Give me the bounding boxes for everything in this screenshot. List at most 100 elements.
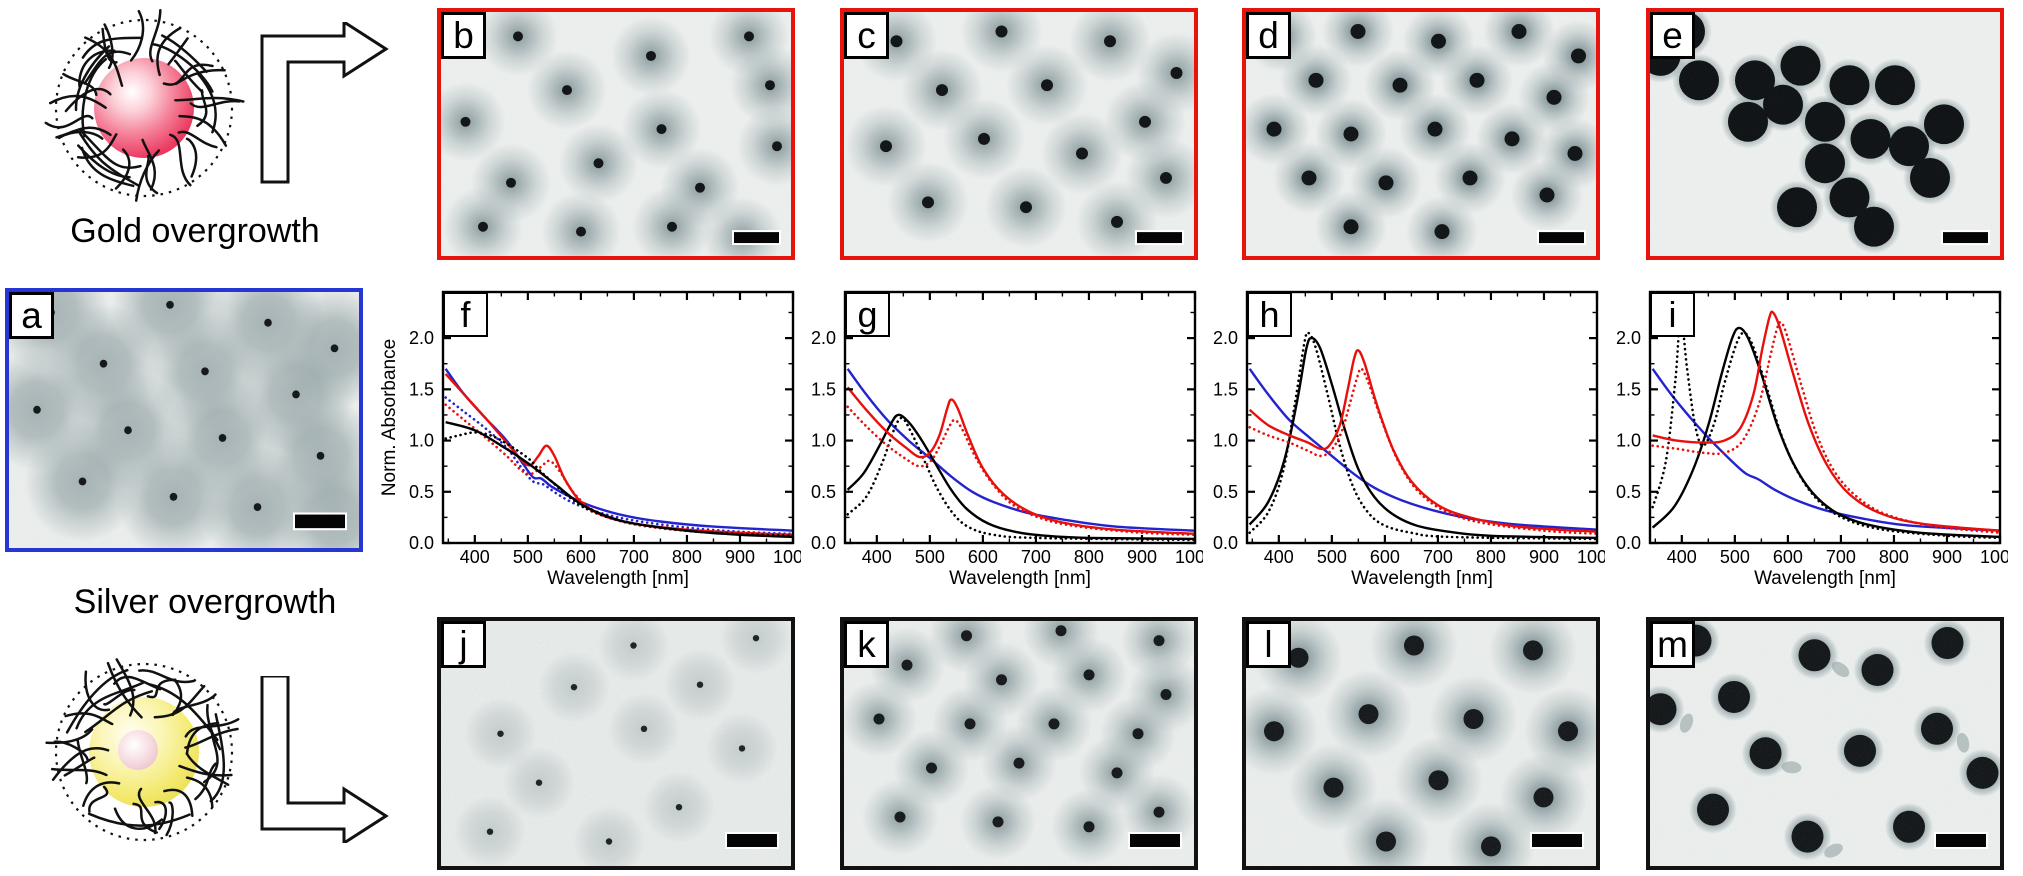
- x-tick-label: 800: [1074, 547, 1104, 567]
- x-tick-label: 700: [1826, 547, 1856, 567]
- series-black-solid: [846, 413, 1195, 541]
- gold-coreshell-schematic: [28, 8, 260, 208]
- y-tick-label: 1.0: [1616, 431, 1641, 451]
- y-axis-label: Norm. Absorbance: [381, 339, 400, 496]
- tem-panel-m: m: [1646, 617, 2004, 870]
- axes: [441, 290, 795, 545]
- series-black-dotted: [1248, 331, 1597, 541]
- x-tick-label: 600: [1370, 547, 1400, 567]
- x-tick-label: 400: [460, 547, 490, 567]
- image-grain: [441, 12, 791, 256]
- image-grain: [441, 621, 791, 866]
- scale-bar: [1537, 230, 1586, 246]
- panel-label-k: k: [844, 621, 889, 668]
- x-tick-label: 900: [1529, 547, 1559, 567]
- y-tick-label: 1.5: [409, 379, 434, 399]
- scale-bar: [732, 230, 781, 246]
- tem-panel-d: d: [1242, 8, 1600, 260]
- tem-panel-j: j: [437, 617, 795, 870]
- x-tick-label: 400: [1264, 547, 1294, 567]
- tem-panel-c: c: [840, 8, 1198, 260]
- silver-arrow-shape: [260, 674, 389, 846]
- series-blue-solid: [1651, 368, 2000, 532]
- y-tick-label: 2.0: [409, 328, 434, 348]
- curves: [846, 368, 1195, 542]
- x-tick-label: 700: [1021, 547, 1051, 567]
- scale-bar: [725, 832, 779, 849]
- x-tick-label: 500: [1720, 547, 1750, 567]
- tem-panel-e: e: [1646, 8, 2004, 260]
- tem-image-k: [844, 621, 1194, 866]
- series-red-dotted: [1248, 367, 1597, 536]
- x-tick-label: 800: [1476, 547, 1506, 567]
- panel-label-j: j: [441, 621, 486, 668]
- tem-image-a: [9, 292, 359, 548]
- tem-image-j: [441, 621, 791, 866]
- image-grain: [844, 621, 1194, 866]
- y-tick-label: 0.5: [811, 482, 836, 502]
- image-grain: [1650, 621, 2000, 866]
- y-tick-label: 0.5: [1616, 482, 1641, 502]
- y-tick-label: 1.0: [409, 431, 434, 451]
- tem-image-c: [844, 12, 1194, 256]
- x-tick-label: 500: [915, 547, 945, 567]
- panel-label-d: d: [1246, 12, 1291, 59]
- scale-bar: [1941, 230, 1990, 246]
- x-tick-label: 900: [1932, 547, 1962, 567]
- microgel-boundary-dashed-circle: [54, 662, 234, 842]
- panel-label-l: l: [1246, 621, 1291, 668]
- microgel-boundary-dashed-circle: [54, 18, 234, 198]
- x-tick-label: 500: [1317, 547, 1347, 567]
- plot-area: [1247, 292, 1597, 543]
- y-tick-label: 1.5: [1616, 379, 1641, 399]
- gold-core-sphere: [94, 58, 194, 158]
- tem-image-b: [441, 12, 791, 256]
- series-red-dotted: [444, 403, 793, 538]
- embedded-gold-core: [118, 730, 158, 770]
- series-blue-solid: [846, 368, 1195, 532]
- image-grain: [1246, 621, 1596, 866]
- scale-bar: [1135, 230, 1184, 246]
- silver-process-arrow-icon: [250, 674, 390, 846]
- y-tick-label: 1.0: [811, 431, 836, 451]
- y-tick-label: 0.0: [409, 533, 434, 553]
- chart-label-f: f: [443, 292, 488, 337]
- y-tick-label: 0.0: [811, 533, 836, 553]
- series-red-solid: [846, 386, 1195, 535]
- panel-label-a: a: [9, 292, 54, 339]
- image-grain: [9, 292, 359, 548]
- tem-panel-l: l: [1242, 617, 1600, 870]
- chart-label-g: g: [845, 292, 890, 337]
- axes: [1245, 290, 1599, 545]
- x-tick-label: 900: [1127, 547, 1157, 567]
- gold-overgrowth-label: Gold overgrowth: [70, 212, 320, 250]
- y-tick-label: 0.0: [1213, 533, 1238, 553]
- x-tick-label: 600: [566, 547, 596, 567]
- x-tick-label: 800: [672, 547, 702, 567]
- curves: [444, 368, 793, 539]
- panel-label-b: b: [441, 12, 486, 59]
- tem-image-e: [1650, 12, 2000, 256]
- y-tick-label: 0.5: [409, 482, 434, 502]
- panel-label-e: e: [1650, 12, 1695, 59]
- tem-panel-k: k: [840, 617, 1198, 870]
- y-tick-label: 1.5: [811, 379, 836, 399]
- x-tick-label: 600: [968, 547, 998, 567]
- panel-label-m: m: [1650, 621, 1695, 668]
- x-tick-label: 500: [513, 547, 543, 567]
- tem-panel-b: b: [437, 8, 795, 260]
- x-tick-label: 700: [619, 547, 649, 567]
- gold-coreshell-schematic-image: [44, 9, 245, 202]
- x-tick-label: 900: [725, 547, 755, 567]
- silver-overgrowth-label: Silver overgrowth: [73, 583, 337, 621]
- y-tick-label: 0.5: [1213, 482, 1238, 502]
